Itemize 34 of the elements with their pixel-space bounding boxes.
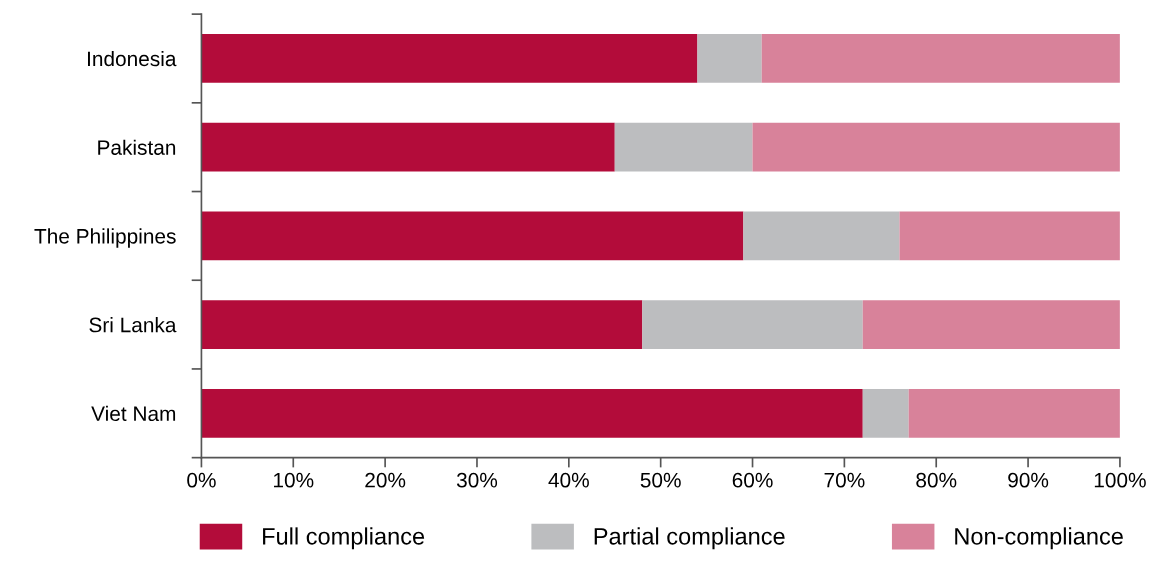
- x-tick-label: 40%: [548, 472, 589, 488]
- bar: [201, 34, 698, 83]
- x-tick-label: 80%: [916, 472, 957, 488]
- bar: [899, 211, 1120, 261]
- x-tick-label: 100%: [1094, 472, 1146, 488]
- y-tick-label: Sri Lanka: [89, 317, 177, 333]
- y-tick-label: Viet Nam: [91, 405, 176, 422]
- bar: [697, 34, 762, 83]
- bar: [201, 388, 863, 438]
- bar: [642, 300, 863, 349]
- legend-label: Full compliance: [263, 527, 425, 550]
- x-tick-label: 50%: [640, 472, 681, 488]
- x-tick-label: 0%: [187, 472, 216, 488]
- x-tick-label: 10%: [274, 472, 314, 488]
- x-tick-label: 20%: [365, 472, 406, 488]
- legend-label: Non-compliance: [955, 527, 1123, 550]
- bar: [761, 34, 1120, 83]
- y-tick-label: Indonesia: [88, 50, 177, 67]
- bar: [201, 211, 744, 261]
- x-tick-label: 30%: [456, 472, 498, 488]
- x-tick-label: 90%: [1008, 472, 1049, 488]
- bar: [752, 122, 1120, 172]
- legend-label: Partial compliance: [594, 527, 785, 550]
- bar: [743, 211, 900, 261]
- bar: [908, 388, 1120, 438]
- bar: [614, 122, 753, 172]
- bar: [201, 122, 615, 172]
- bar: [201, 300, 643, 349]
- x-tick-label: 60%: [732, 472, 773, 488]
- y-tick-label: Pakistan: [98, 139, 176, 155]
- x-tick-label: 70%: [824, 472, 865, 488]
- bar: [862, 388, 909, 438]
- bar: [862, 300, 1120, 349]
- y-tick-label: The Philippines: [34, 228, 176, 248]
